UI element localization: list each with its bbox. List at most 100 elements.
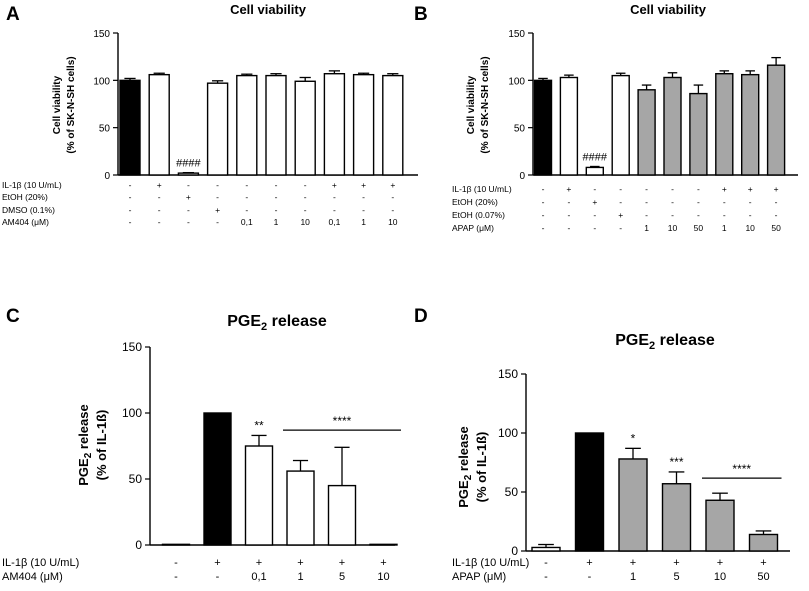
condition-value-b: - xyxy=(567,210,570,220)
panel-label-a: A xyxy=(6,4,20,25)
condition-value-a: - xyxy=(129,205,132,215)
y-tick-label-d: 0 xyxy=(511,544,518,558)
condition-value-b: - xyxy=(671,210,674,220)
condition-value-a: + xyxy=(332,180,337,190)
condition-label-a: IL-1β (10 U/mL) xyxy=(2,180,62,190)
condition-value-b: + xyxy=(566,184,571,194)
bar-c xyxy=(244,445,274,546)
y-axis-label-b: (% of SK-N-SH cells) xyxy=(480,56,491,153)
condition-value-b: - xyxy=(619,197,622,207)
condition-value-c: - xyxy=(216,571,220,583)
significance-label-d: * xyxy=(631,431,636,445)
condition-value-b: + xyxy=(748,184,753,194)
condition-label-c: AM404 (μM) xyxy=(2,571,63,583)
condition-value-d: 50 xyxy=(757,571,769,583)
condition-value-d: + xyxy=(673,557,679,569)
condition-value-b: - xyxy=(567,223,570,233)
condition-value-b: - xyxy=(671,197,674,207)
condition-value-c: - xyxy=(174,557,178,569)
y-axis-label-b: Cell viability xyxy=(466,75,477,134)
condition-value-c: - xyxy=(174,571,178,583)
y-tick-label-d: 100 xyxy=(498,426,518,440)
condition-value-b: + xyxy=(592,197,597,207)
condition-value-a: - xyxy=(304,205,307,215)
condition-value-d: - xyxy=(544,571,548,583)
condition-value-b: - xyxy=(775,197,778,207)
condition-value-b: + xyxy=(774,184,779,194)
bar-a xyxy=(148,73,170,176)
condition-value-a: - xyxy=(304,180,307,190)
condition-value-d: + xyxy=(586,557,592,569)
y-label-main-c: PGE xyxy=(76,458,91,486)
title-sub-d: 2 xyxy=(649,340,655,352)
bar-a xyxy=(119,79,141,176)
condition-value-d: 1 xyxy=(630,571,636,583)
condition-value-b: - xyxy=(645,184,648,194)
condition-value-b: - xyxy=(749,197,752,207)
y-tick-label-a: 50 xyxy=(99,124,111,135)
y-tick-label-b: 100 xyxy=(508,76,525,87)
condition-value-a: - xyxy=(391,205,394,215)
bar-b xyxy=(533,79,553,176)
condition-value-b: - xyxy=(542,223,545,233)
y-tick-label-c: 0 xyxy=(135,538,142,552)
bar-c xyxy=(327,484,357,546)
y-tick-label-d: 150 xyxy=(498,367,518,381)
bar-a xyxy=(177,172,200,176)
bar-d xyxy=(531,546,561,552)
panel-label-b: B xyxy=(414,4,428,25)
significance-label-c: **** xyxy=(333,414,352,428)
condition-value-b: 10 xyxy=(668,223,678,233)
y-tick-label-c: 50 xyxy=(129,472,143,486)
chart-title-b: Cell viability xyxy=(630,2,707,17)
y-tick-label-c: 150 xyxy=(122,340,142,354)
panel-label-c: C xyxy=(6,306,20,327)
condition-value-c: 1 xyxy=(297,571,303,583)
bar-a xyxy=(382,74,404,176)
condition-value-a: - xyxy=(304,192,307,202)
bar-c xyxy=(369,543,398,546)
significance-label-b: #### xyxy=(583,151,608,163)
y-label-main-d: PGE xyxy=(456,480,471,508)
condition-value-a: 10 xyxy=(300,217,310,227)
condition-value-d: 5 xyxy=(673,571,679,583)
bar-a xyxy=(294,80,316,176)
condition-value-c: + xyxy=(339,557,345,569)
condition-value-c: + xyxy=(214,557,220,569)
chart-title-d: PGE2 release xyxy=(615,332,715,352)
condition-value-a: - xyxy=(391,192,394,202)
panel-label-d: D xyxy=(414,306,428,327)
condition-value-b: - xyxy=(542,210,545,220)
condition-value-b: - xyxy=(645,197,648,207)
condition-value-b: - xyxy=(697,184,700,194)
condition-value-a: - xyxy=(216,192,219,202)
condition-value-b: - xyxy=(775,210,778,220)
condition-value-a: - xyxy=(275,192,278,202)
condition-value-b: 50 xyxy=(694,223,704,233)
bar-b xyxy=(766,64,786,176)
y-axis-label-c: PGE2 release xyxy=(76,404,94,485)
condition-value-a: - xyxy=(129,180,132,190)
bar-b xyxy=(559,76,579,176)
significance-label-d: **** xyxy=(732,462,751,476)
condition-value-a: - xyxy=(333,192,336,202)
bar-d xyxy=(705,499,735,552)
condition-value-b: - xyxy=(542,197,545,207)
condition-value-a: - xyxy=(129,192,132,202)
condition-value-b: - xyxy=(593,210,596,220)
y-axis-label-a: (% of SK-N-SH cells) xyxy=(66,56,77,153)
condition-value-a: - xyxy=(216,217,219,227)
significance-label-c: ** xyxy=(254,418,264,432)
y-label-sub-d: 2 xyxy=(463,474,474,480)
condition-label-a: EtOH (20%) xyxy=(2,192,48,202)
condition-value-b: + xyxy=(722,184,727,194)
y-tick-label-b: 150 xyxy=(508,29,525,40)
condition-value-b: - xyxy=(671,184,674,194)
y-axis-label-d: PGE2 release xyxy=(456,426,474,507)
condition-value-b: 1 xyxy=(722,223,727,233)
condition-label-c: IL-1β (10 U/mL) xyxy=(2,557,79,569)
y-label-rest-c: release xyxy=(76,404,91,452)
title-rest-c: release xyxy=(267,313,327,330)
